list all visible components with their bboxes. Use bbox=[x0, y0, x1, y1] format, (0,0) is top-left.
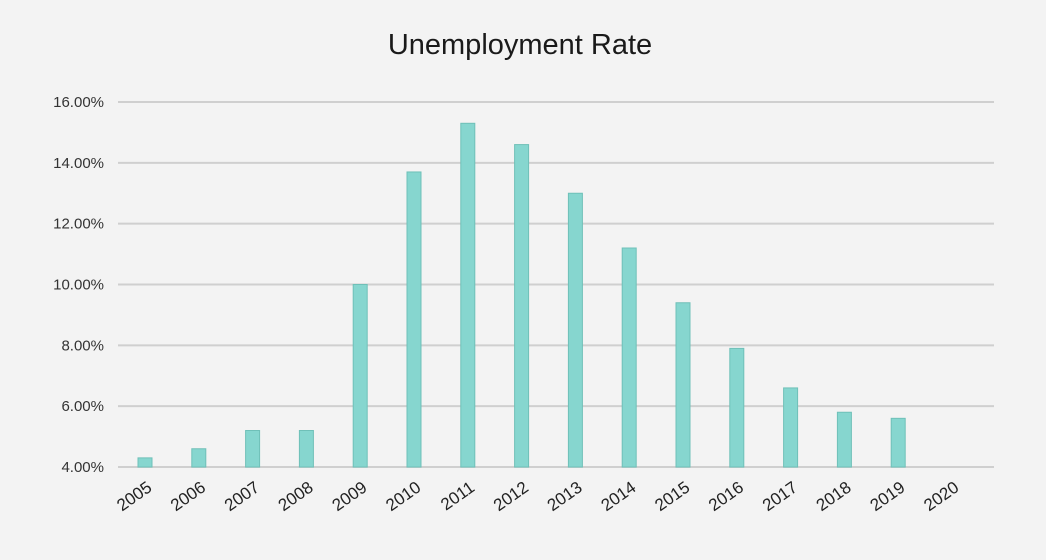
bars bbox=[137, 122, 906, 468]
y-tick-label: 6.00% bbox=[61, 398, 104, 415]
gridlines bbox=[118, 101, 994, 468]
bar-2005 bbox=[137, 457, 153, 468]
bar-2019 bbox=[890, 417, 906, 468]
bar-2015 bbox=[675, 302, 691, 468]
bar-2011 bbox=[460, 122, 476, 468]
bar-2007 bbox=[245, 430, 261, 468]
bar-2012 bbox=[514, 144, 530, 468]
bar-2008 bbox=[298, 430, 314, 468]
bar-2018 bbox=[836, 411, 852, 468]
bar-2017 bbox=[783, 387, 799, 468]
y-tick-label: 12.00% bbox=[53, 216, 104, 233]
y-tick-label: 16.00% bbox=[53, 94, 104, 111]
y-tick-label: 14.00% bbox=[53, 155, 104, 172]
bar-2006 bbox=[191, 448, 207, 468]
chart-title: Unemployment Rate bbox=[388, 29, 652, 61]
bar-2009 bbox=[352, 284, 368, 468]
bar-2013 bbox=[567, 192, 583, 468]
y-axis-tick-labels: 4.00% 6.00% 8.00% 10.00% 12.00% 14.00% 16.00% bbox=[53, 94, 104, 476]
bar-2014 bbox=[621, 247, 637, 468]
bar-2016 bbox=[729, 347, 745, 468]
y-tick-label: 4.00% bbox=[61, 459, 104, 476]
y-tick-label: 10.00% bbox=[53, 277, 104, 294]
bar-2010 bbox=[406, 171, 422, 468]
y-tick-label: 8.00% bbox=[61, 337, 104, 354]
